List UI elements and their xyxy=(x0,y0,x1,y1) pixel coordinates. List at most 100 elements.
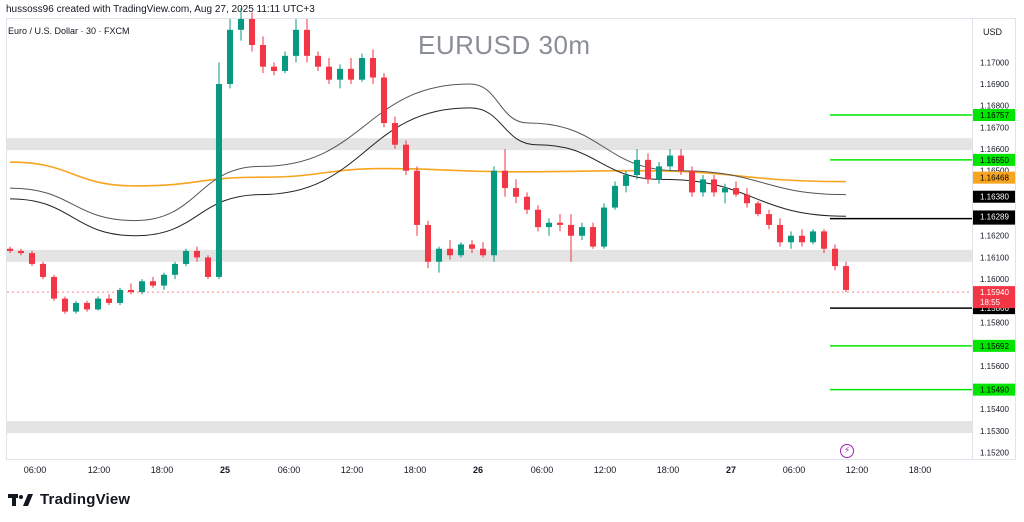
candle-body xyxy=(710,179,718,193)
time-axis-label: 18:00 xyxy=(404,465,427,475)
candle-body xyxy=(6,248,14,251)
candle-body xyxy=(776,224,784,243)
candle-body xyxy=(798,235,806,243)
level-price-tag: 1.16757 xyxy=(980,111,1009,120)
candle-body xyxy=(248,19,256,46)
candle-body xyxy=(831,248,839,267)
time-axis-label: 12:00 xyxy=(594,465,617,475)
candle-body xyxy=(402,144,410,171)
candle-body xyxy=(259,45,267,67)
price-axis-label: 1.16200 xyxy=(980,232,1009,241)
candle-body xyxy=(28,253,36,264)
candle-body xyxy=(424,224,432,262)
symbol-description: Euro / U.S. Dollar · 30 · FXCM xyxy=(8,26,130,36)
indicator-line-ma xyxy=(9,161,847,187)
last-price-tag-bg xyxy=(973,286,1015,309)
price-axis-label: 1.16500 xyxy=(980,167,1009,176)
candle-body xyxy=(61,298,69,312)
candle-body xyxy=(160,274,168,286)
candle-body xyxy=(644,159,652,180)
indicator-price-tag-bg xyxy=(973,190,1015,203)
candle-body xyxy=(534,209,542,228)
price-axis-label: 1.16100 xyxy=(980,253,1009,262)
candle-body xyxy=(622,175,630,186)
candle-body xyxy=(369,58,377,78)
level-price-tag: 1.15490 xyxy=(980,386,1009,395)
candle-body xyxy=(94,298,102,310)
candle-body xyxy=(655,166,663,180)
candle-body xyxy=(842,266,850,290)
time-axis-label: 12:00 xyxy=(88,465,111,475)
level-price-tag-bg xyxy=(973,339,1015,352)
time-axis-label: 06:00 xyxy=(278,465,301,475)
support-resistance-zone xyxy=(7,249,972,262)
price-axis-label: 1.16900 xyxy=(980,80,1009,89)
candle-body xyxy=(523,196,531,210)
candle-body xyxy=(336,68,344,80)
level-price-tag: 1.15866 xyxy=(980,304,1009,313)
time-axis-label: 06:00 xyxy=(531,465,554,475)
candle-body xyxy=(347,68,355,80)
indicator-price-tag: 1.16289 xyxy=(980,212,1009,221)
tradingview-logo-icon xyxy=(8,493,33,506)
last-price-label: 1.15940 xyxy=(980,288,1009,297)
price-axis-label: 1.16800 xyxy=(980,102,1009,111)
candle-body xyxy=(567,224,575,236)
candle-body xyxy=(732,188,740,195)
candle-body xyxy=(215,84,223,277)
candle-body xyxy=(204,257,212,277)
candle-body xyxy=(765,214,773,225)
candle-body xyxy=(699,179,707,193)
time-axis-label: 06:00 xyxy=(24,465,47,475)
price-currency: USD xyxy=(983,27,1003,37)
candle-body xyxy=(457,244,465,256)
candle-body xyxy=(72,302,80,312)
time-axis-label: 18:00 xyxy=(151,465,174,475)
time-axis-label: 12:00 xyxy=(846,465,869,475)
candle-body xyxy=(754,203,762,215)
time-axis-label: 18:00 xyxy=(657,465,680,475)
candle-body xyxy=(83,302,91,310)
level-price-tag-bg xyxy=(973,153,1015,166)
level-price-tag-bg xyxy=(973,383,1015,396)
support-resistance-zone xyxy=(7,138,972,151)
candle-body xyxy=(413,170,421,225)
candle-body xyxy=(809,231,817,243)
candle-body xyxy=(182,250,190,264)
chart-attribution: hussoss96 created with TradingView.com, … xyxy=(6,4,315,15)
candle-body xyxy=(787,235,795,243)
candle-body xyxy=(193,250,201,258)
price-scale-divider xyxy=(972,18,973,460)
candle-body xyxy=(325,66,333,80)
candle-body xyxy=(589,227,597,247)
candle-body xyxy=(743,194,751,204)
candle-body xyxy=(545,222,553,228)
tradingview-footer: TradingView xyxy=(8,491,130,508)
candle-body xyxy=(578,227,586,236)
candle-body xyxy=(633,159,641,176)
lightning-event-icon[interactable]: ⚡ xyxy=(840,444,854,458)
candle-body xyxy=(446,248,454,256)
time-axis-label: 18:00 xyxy=(909,465,932,475)
time-axis-label: 06:00 xyxy=(783,465,806,475)
candle-body xyxy=(600,207,608,247)
candle-body xyxy=(105,298,113,303)
candle-body xyxy=(303,29,311,56)
price-axis-label: 1.15800 xyxy=(980,318,1009,327)
candle-body xyxy=(50,276,58,299)
candle-body xyxy=(611,185,619,208)
candle-body xyxy=(721,188,729,193)
candle-body xyxy=(292,29,300,56)
candle-body xyxy=(391,123,399,145)
indicator-price-tag: 1.16380 xyxy=(980,193,1009,202)
level-price-tag: 1.15692 xyxy=(980,342,1009,351)
candle-body xyxy=(17,250,25,254)
price-axis-label: 1.15300 xyxy=(980,427,1009,436)
symbol-watermark: EURUSD 30m xyxy=(418,30,591,60)
price-axis-label: 1.17000 xyxy=(980,58,1009,67)
indicator-price-tag-bg xyxy=(973,210,1015,223)
candle-body xyxy=(116,289,124,303)
price-axis-label: 1.15600 xyxy=(980,362,1009,371)
candle-body xyxy=(666,155,674,167)
